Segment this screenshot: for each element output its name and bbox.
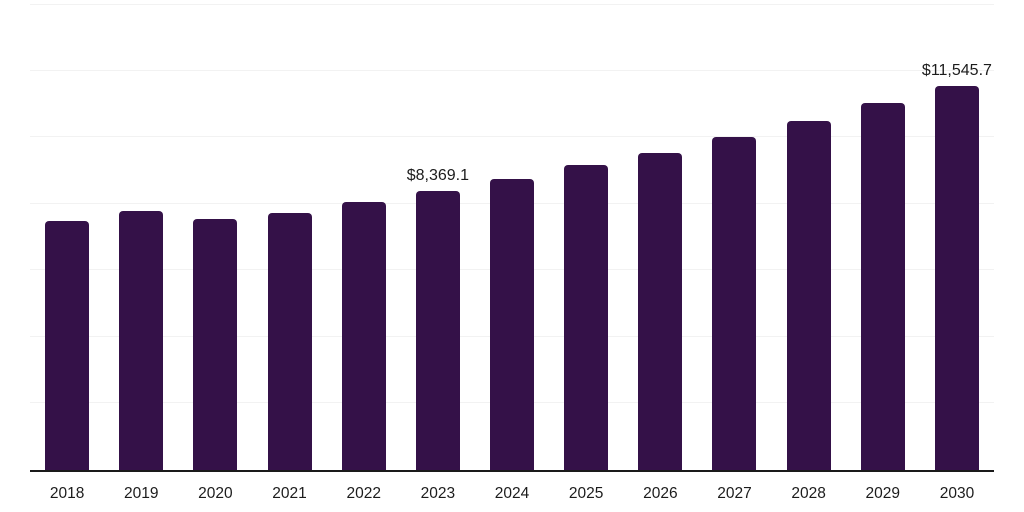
x-axis-labels: 2018 2019 2020 2021 2022 2023 2024 2025 2026 2027…: [30, 484, 994, 504]
bar-2027: [712, 137, 757, 470]
x-tick-2030: 2030: [939, 485, 975, 502]
bar-2018: [45, 221, 90, 470]
bar-2020: [193, 218, 238, 470]
x-tick-2026: 2026: [643, 485, 678, 502]
plot-area: $8,369.1 $11,545.7: [30, 4, 994, 472]
gridline-10000: [30, 136, 994, 138]
data-label-2030: $11,545.7: [921, 61, 992, 79]
bar-2024: [490, 179, 534, 470]
x-tick-2028: 2028: [791, 485, 826, 502]
bar-2026: [638, 152, 683, 470]
bar-2023: [415, 191, 460, 470]
x-tick-2020: 2020: [198, 485, 233, 502]
x-tick-2023: 2023: [420, 485, 456, 502]
x-tick-2018: 2018: [49, 485, 85, 502]
x-tick-2029: 2029: [865, 485, 901, 502]
x-tick-2024: 2024: [494, 485, 530, 502]
x-tick-2021: 2021: [272, 485, 307, 502]
bar-2025: [564, 165, 609, 470]
bar-2028: [786, 121, 831, 470]
gridline-14000: [30, 4, 994, 5]
bar-2019: [119, 210, 164, 470]
x-tick-2019: 2019: [123, 485, 159, 502]
data-label-2023: $8,369.1: [406, 167, 469, 185]
gridline-12000: [30, 69, 994, 71]
bar-2022: [341, 202, 386, 470]
x-tick-2022: 2022: [346, 485, 381, 502]
bar-2030: [934, 85, 979, 470]
bar-2029: [860, 103, 905, 470]
x-tick-2025: 2025: [568, 485, 604, 502]
bar-2021: [267, 213, 312, 470]
x-tick-2027: 2027: [717, 485, 752, 502]
